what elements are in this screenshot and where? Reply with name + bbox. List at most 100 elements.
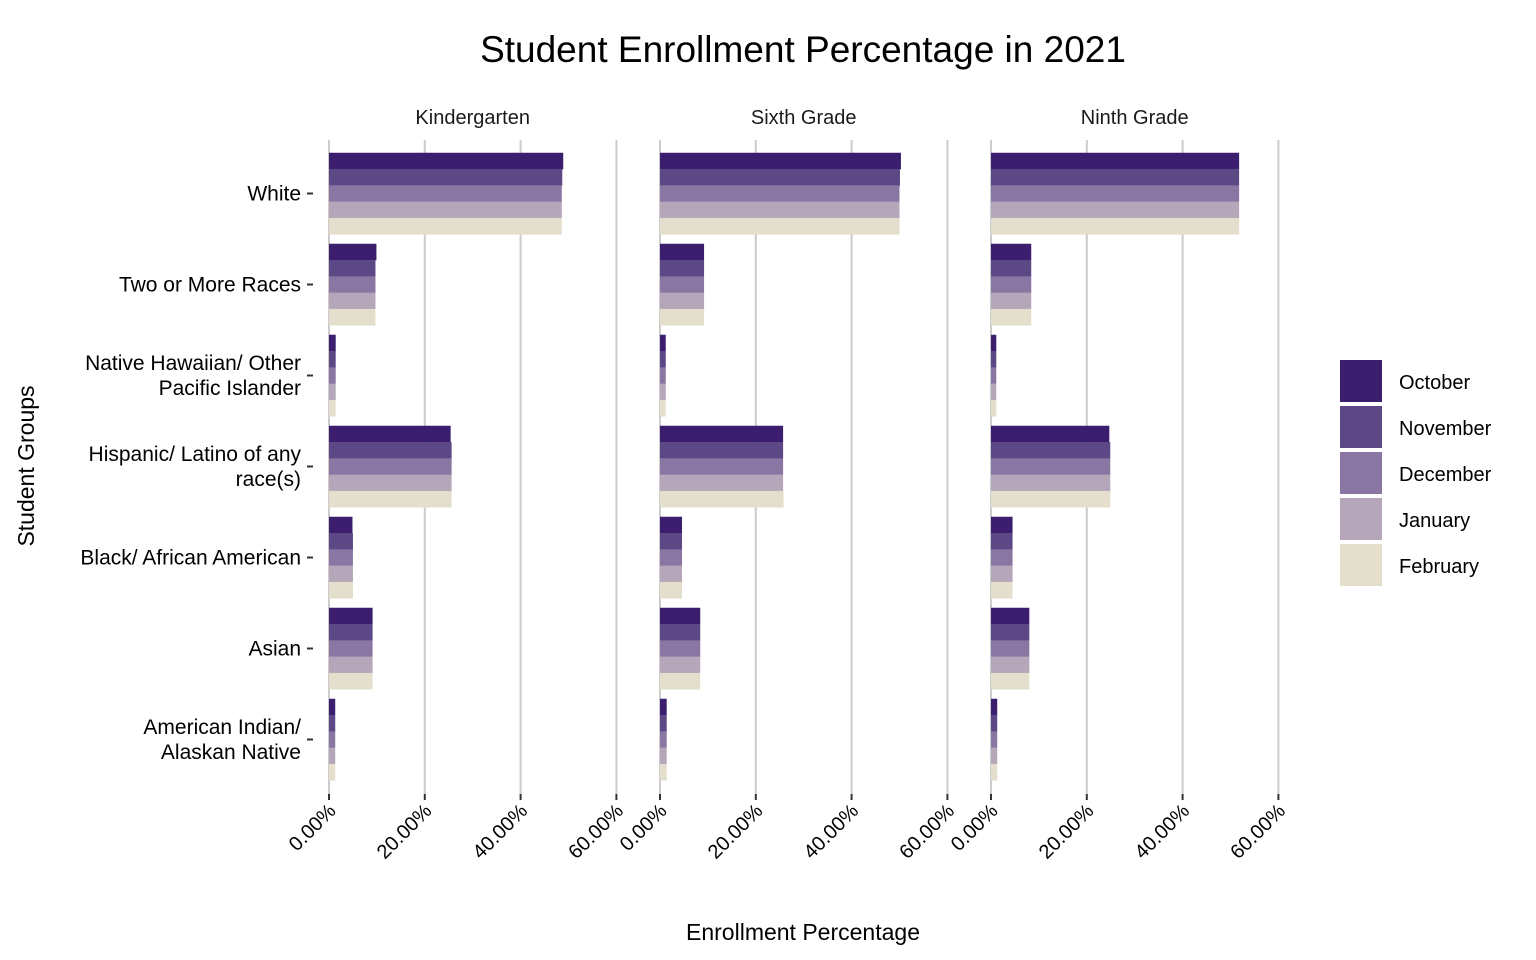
- bar-february: [660, 217, 900, 235]
- facet-strip-label: Sixth Grade: [751, 107, 857, 129]
- bar-november: [660, 715, 667, 732]
- bar-february: [991, 763, 998, 781]
- bar-november: [991, 351, 997, 368]
- bar-january: [660, 656, 701, 674]
- x-tick-label: 60.00%: [1226, 800, 1290, 864]
- bar-october: [660, 516, 683, 534]
- x-tick-label: 40.00%: [469, 800, 533, 864]
- bar-november: [329, 442, 452, 459]
- bar-january: [660, 565, 683, 583]
- bar-december: [329, 276, 376, 293]
- bar-january: [329, 474, 452, 492]
- legend-label-december: December: [1399, 464, 1492, 486]
- bar-october: [329, 152, 564, 170]
- bar-january: [991, 747, 998, 765]
- bar-december: [991, 458, 1111, 475]
- bar-november: [329, 351, 336, 368]
- bar-october: [329, 698, 336, 716]
- bar-october: [991, 243, 1032, 261]
- bar-january: [991, 565, 1013, 583]
- bar-february: [660, 763, 667, 781]
- bar-october: [660, 243, 705, 261]
- legend-swatch-february: [1340, 544, 1382, 586]
- panel-ninth-grade: Ninth Grade 0.00% 20.00% 40.00% 60.00%: [947, 107, 1290, 864]
- bar-february: [991, 308, 1032, 326]
- bar-december: [329, 549, 353, 566]
- legend-label-january: January: [1399, 510, 1470, 532]
- x-tick-label: 60.00%: [564, 800, 628, 864]
- legend: October November December January February: [1340, 360, 1492, 586]
- bar-january: [991, 292, 1032, 310]
- bar-november: [660, 169, 900, 186]
- bar-january: [660, 747, 667, 765]
- bar-november: [991, 533, 1013, 550]
- legend-label-october: October: [1399, 372, 1470, 394]
- bar-february: [329, 581, 353, 599]
- bar-november: [660, 624, 701, 641]
- x-axis-title: Enrollment Percentage: [686, 919, 920, 945]
- bar-november: [329, 533, 353, 550]
- bar-october: [329, 425, 451, 443]
- bar-january: [329, 292, 376, 310]
- bar-january: [991, 474, 1111, 492]
- bar-october: [991, 607, 1030, 625]
- legend-swatch-january: [1340, 498, 1382, 540]
- bar-december: [660, 731, 667, 748]
- y-category-label: Hispanic/ Latino of any: [89, 443, 302, 466]
- x-tick-label: 0.00%: [285, 800, 341, 856]
- legend-swatch-october: [1340, 360, 1382, 402]
- y-category-label: Pacific Islander: [159, 377, 301, 400]
- facet-strip-label: Kindergarten: [415, 107, 530, 129]
- panel-sixth-grade: Sixth Grade 0.00% 20.00% 40.00% 60.00%: [616, 107, 959, 864]
- y-category-label: White: [247, 183, 301, 206]
- bar-december: [329, 367, 336, 384]
- bar-november: [991, 260, 1032, 277]
- bar-february: [991, 490, 1111, 508]
- bar-december: [991, 367, 997, 384]
- bar-november: [329, 260, 376, 277]
- x-tick-label: 60.00%: [895, 800, 959, 864]
- bar-october: [329, 243, 377, 261]
- bar-february: [660, 399, 666, 417]
- bar-december: [329, 731, 336, 748]
- y-category-label: American Indian/: [143, 716, 301, 739]
- x-tick-label: 20.00%: [704, 800, 768, 864]
- bar-december: [329, 458, 452, 475]
- bar-october: [660, 334, 666, 352]
- bar-november: [991, 169, 1240, 186]
- bar-december: [660, 367, 666, 384]
- y-category-label: Black/ African American: [80, 547, 301, 570]
- bar-february: [329, 763, 336, 781]
- bar-february: [329, 490, 452, 508]
- bar-december: [991, 640, 1030, 657]
- bar-january: [329, 747, 336, 765]
- y-category-label: Asian: [248, 638, 301, 661]
- y-category-label: Alaskan Native: [161, 741, 301, 764]
- bar-october: [660, 425, 784, 443]
- bar-december: [329, 185, 562, 202]
- bar-november: [660, 442, 784, 459]
- y-category-label: Two or More Races: [119, 274, 301, 297]
- legend-label-november: November: [1399, 418, 1492, 440]
- bar-october: [991, 152, 1240, 170]
- bar-october: [660, 152, 901, 170]
- bar-november: [991, 442, 1111, 459]
- panel-kindergarten: Kindergarten 0.00% 20.00% 40.00% 60.00%: [285, 107, 628, 864]
- bar-december: [660, 185, 900, 202]
- bar-october: [991, 334, 997, 352]
- y-category-label: Native Hawaiian/ Other: [85, 352, 301, 375]
- bar-october: [329, 607, 373, 625]
- y-category-label: race(s): [236, 468, 301, 491]
- y-axis-categories: White Two or More Races Native Hawaiian/ O…: [80, 183, 313, 764]
- bar-november: [660, 351, 666, 368]
- y-axis-title: Student Groups: [13, 385, 39, 546]
- bar-january: [991, 383, 997, 401]
- bar-february: [329, 217, 562, 235]
- bar-february: [991, 672, 1030, 690]
- bar-february: [991, 399, 997, 417]
- bar-january: [660, 383, 666, 401]
- bar-december: [991, 185, 1240, 202]
- bar-december: [991, 276, 1032, 293]
